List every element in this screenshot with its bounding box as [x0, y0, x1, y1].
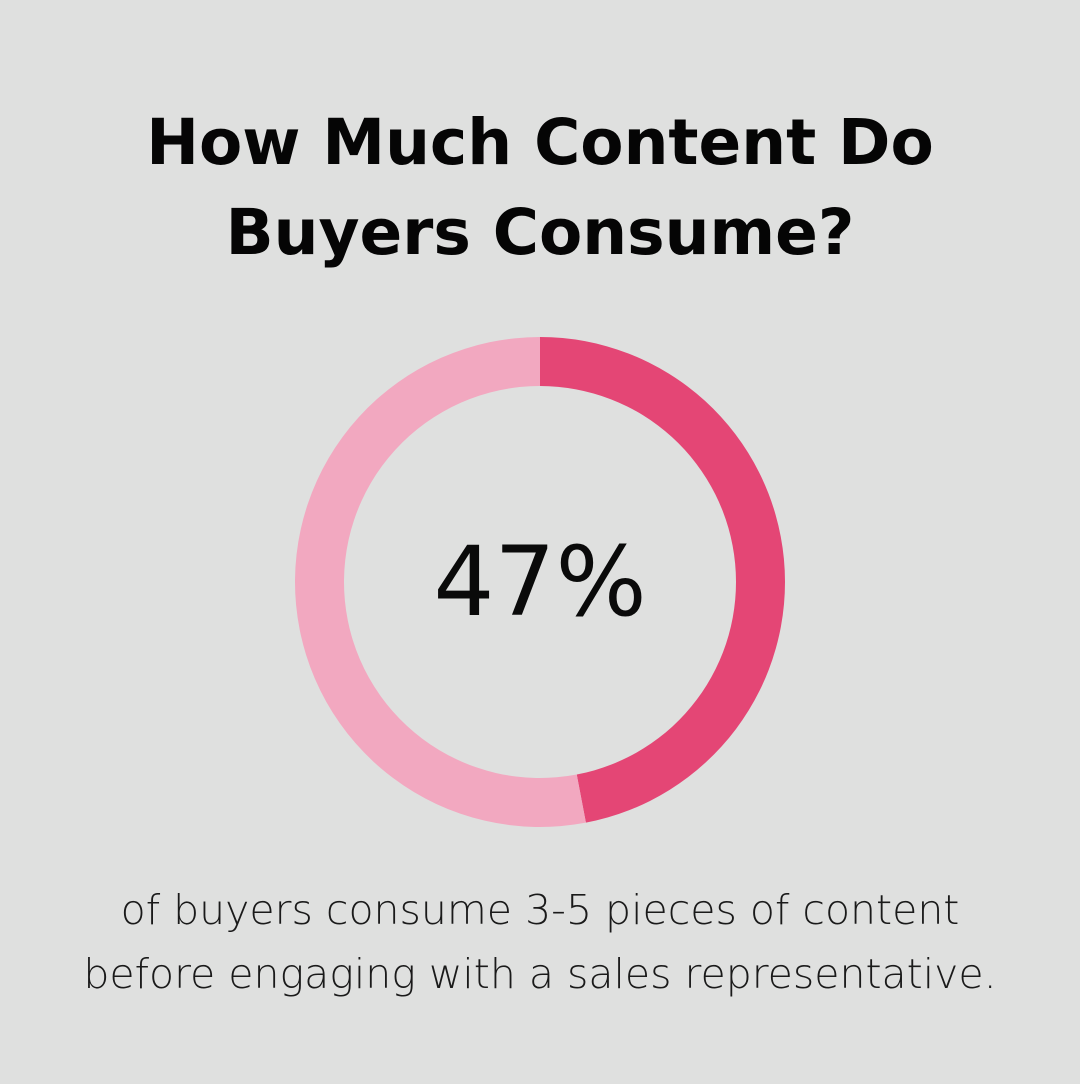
chart-title: How Much Content Do Buyers Consume? — [40, 98, 1040, 278]
chart-caption: of buyers consume 3-5 pieces of content … — [30, 878, 1050, 1006]
donut-chart — [290, 332, 790, 832]
donut-slice-remainder — [294, 337, 586, 827]
donut-chart-svg — [294, 337, 785, 827]
donut-slice-highlight — [540, 337, 785, 823]
chart-title-line-1: How Much Content Do — [146, 106, 934, 179]
percentage-value: 47% — [433, 526, 647, 638]
chart-caption-line-1: of buyers consume 3-5 pieces of content — [120, 886, 960, 934]
chart-caption-line-2: before engaging with a sales representat… — [83, 950, 997, 998]
chart-title-line-2: Buyers Consume? — [225, 196, 855, 269]
